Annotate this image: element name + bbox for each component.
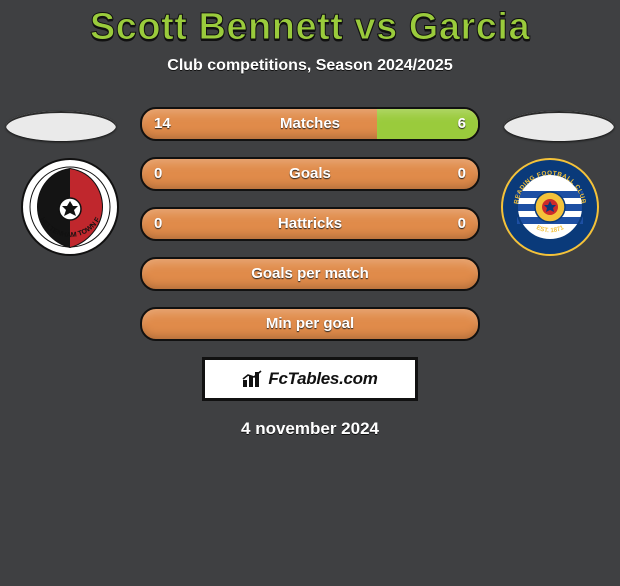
right-player-ellipse: [504, 111, 614, 141]
stat-bar: Matches14 6: [140, 107, 480, 141]
stat-bar: Goals0 0: [140, 157, 480, 191]
stat-bar-left-value: 14: [154, 109, 171, 139]
stat-bar-label: Goals: [142, 159, 478, 189]
bars-icon: [242, 370, 264, 388]
page-subtitle: Club competitions, Season 2024/2025: [0, 57, 620, 75]
team-badge-right: READING FOOTBALL CLUB EST. 1871: [500, 157, 600, 257]
stat-bar-label: Hattricks: [142, 209, 478, 239]
stat-bar-right-value: 0: [458, 159, 466, 189]
left-player-ellipse: [6, 111, 116, 141]
stat-bar: Goals per match: [140, 257, 480, 291]
stat-bar-right-value: 6: [458, 109, 466, 139]
stat-bar-left-value: 0: [154, 209, 162, 239]
stat-bar: Min per goal: [140, 307, 480, 341]
footer-date: 4 november 2024: [0, 419, 620, 439]
stat-bar: Hattricks0 0: [140, 207, 480, 241]
comparison-stage: CHELTENHAM TOWN FC READING FOOTBALL CLUB: [0, 103, 620, 439]
stat-bar-right-value: 0: [458, 209, 466, 239]
stat-bar-label: Min per goal: [142, 309, 478, 339]
stat-bar-label: Matches: [142, 109, 478, 139]
stat-bars: Matches146Goals00Hattricks00Goals per ma…: [140, 103, 480, 341]
fctables-logo: FcTables.com: [242, 369, 377, 389]
fctables-text: FcTables.com: [268, 369, 377, 389]
page-title: Scott Bennett vs Garcia: [0, 6, 620, 49]
stat-bar-label: Goals per match: [142, 259, 478, 289]
team-badge-left: CHELTENHAM TOWN FC: [20, 157, 120, 257]
stat-bar-left-value: 0: [154, 159, 162, 189]
source-logo-box: FcTables.com: [202, 357, 418, 401]
